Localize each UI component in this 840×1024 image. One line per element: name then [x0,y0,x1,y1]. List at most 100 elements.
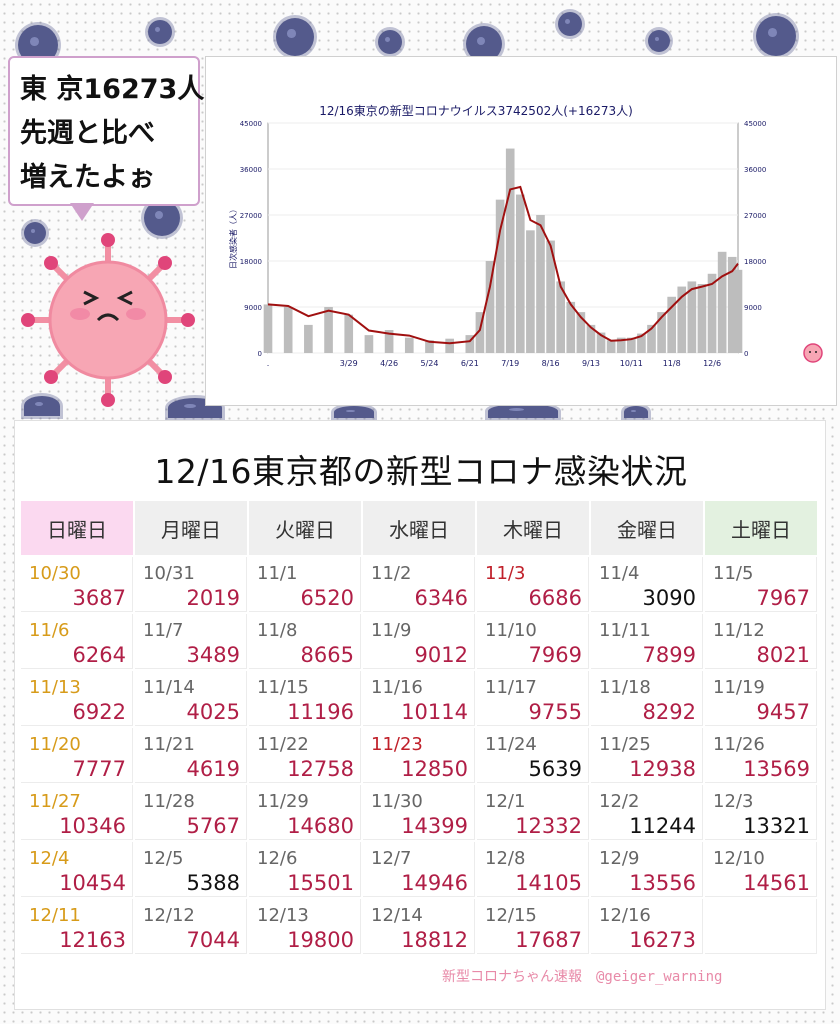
bar [263,304,273,353]
y-axis-label: 日次感染者（人） [228,205,238,269]
cell-date: 11/15 [257,677,309,698]
cell-date: 12/4 [29,848,70,869]
day-cell: 11/9 9012 [363,614,475,669]
bar [566,301,576,353]
day-cell: 12/5 5388 [135,842,247,897]
cell-date: 12/7 [371,848,412,869]
cell-count: 6346 [414,586,468,610]
bar [727,256,737,353]
cell-count: 14399 [401,814,468,838]
x-tick-label: 8/16 [542,359,560,368]
covid-chart: 12/16東京の新型コロナウイルス3742502人(+16273人) 日次感染者… [228,103,766,368]
speech-line: 増えたよぉ [20,162,155,193]
y-tick-label-right: 27000 [744,212,766,220]
cell-date: 11/28 [143,791,195,812]
cell-date: 11/27 [29,791,81,812]
cell-count: 14680 [287,814,354,838]
bar [717,251,727,353]
weekly-calendar-table: 日曜日 月曜日 火曜日 水曜日 木曜日 金曜日 土曜日 10/30 3687 10/31 2019… [19,499,819,956]
calendar-card: 12/16東京都の新型コロナ感染状況 日曜日 月曜日 火曜日 水曜日 木曜日 金曜日 土曜日… [14,420,826,1010]
cell-date: 12/2 [599,791,640,812]
bar [637,333,646,353]
cell-count: 5639 [528,757,582,781]
bar [404,337,414,353]
day-cell: 11/15 11196 [249,671,361,726]
virus-icon [24,222,46,244]
cell-date: 11/12 [713,620,765,641]
bar [546,240,555,353]
cell-date: 11/19 [713,677,765,698]
cell-date: 12/13 [257,905,309,926]
day-cell: 11/16 10114 [363,671,475,726]
cell-count: 7777 [72,757,126,781]
x-tick-label: 10/11 [620,359,643,368]
day-cell: 11/11 7899 [591,614,703,669]
cell-count: 16273 [629,928,696,952]
cell-date: 12/8 [485,848,526,869]
speech-tail [70,203,94,221]
cell-date: 11/29 [257,791,309,812]
bar [475,312,485,353]
day-cell: 11/17 9755 [477,671,589,726]
x-tick-label: 5/24 [420,359,438,368]
cell-date: 11/2 [371,563,412,584]
day-cell: 11/18 8292 [591,671,703,726]
cell-count: 7967 [756,586,810,610]
cell-count: 13569 [743,757,810,781]
bar [344,314,354,353]
day-cell: 11/26 13569 [705,728,817,783]
day-cell: 11/25 12938 [591,728,703,783]
cell-date: 11/13 [29,677,81,698]
cell-count: 10114 [401,700,468,724]
cell-date: 11/17 [485,677,537,698]
cell-count: 3090 [642,586,696,610]
bar [586,324,596,353]
cell-date: 12/5 [143,848,184,869]
cell-date: 11/1 [257,563,298,584]
cell-date: 12/12 [143,905,195,926]
speech-bubble: 東 京16273人 先週と比べ 増えたよぉ [8,56,205,206]
cell-date: 11/23 [371,734,423,755]
day-cell: 11/24 5639 [477,728,589,783]
cell-date: 11/11 [599,620,651,641]
cell-count: 6686 [528,586,582,610]
weekday-header: 月曜日 [135,501,247,555]
cell-date: 12/14 [371,905,423,926]
x-tick-label: 7/19 [501,359,519,368]
day-cell: 12/13 19800 [249,899,361,954]
y-tick-label-left: 45000 [240,120,262,128]
bar [556,281,565,353]
day-cell: 11/4 3090 [591,557,703,612]
y-tick-label-right: 45000 [744,120,766,128]
bar [304,324,313,353]
cell-date: 12/6 [257,848,298,869]
day-cell: 12/6 15501 [249,842,361,897]
series-line [267,185,739,345]
bar [657,312,666,353]
bar [445,338,454,353]
bar [536,215,545,353]
chart-panel: 12/16東京の新型コロナウイルス3742502人(+16273人) 日次感染者… [205,56,837,406]
cell-count: 14946 [401,871,468,895]
cell-date: 11/18 [599,677,651,698]
chart-title: 12/16東京の新型コロナウイルス3742502人(+16273人) [319,103,633,118]
cell-date: 12/10 [713,848,765,869]
bar [283,307,293,353]
cell-date: 12/1 [485,791,526,812]
cell-count: 12850 [401,757,468,781]
cell-date: 11/5 [713,563,754,584]
day-cell: 11/19 9457 [705,671,817,726]
x-tick-label: 3/29 [340,359,358,368]
cell-date: 11/20 [29,734,81,755]
cell-date: 11/26 [713,734,765,755]
virus-icon [276,18,314,56]
virus-icon [334,406,374,418]
bar [707,273,717,353]
y-tick-label-left: 9000 [244,304,262,312]
cell-count: 13556 [629,871,696,895]
cell-count: 5388 [186,871,240,895]
week-row: 12/4 10454 12/5 5388 12/6 15501 12/7 14946 12/8 1… [21,842,817,897]
cell-date: 12/3 [713,791,754,812]
speech-line: 東 京16273人 [20,74,205,105]
day-cell: 11/30 14399 [363,785,475,840]
